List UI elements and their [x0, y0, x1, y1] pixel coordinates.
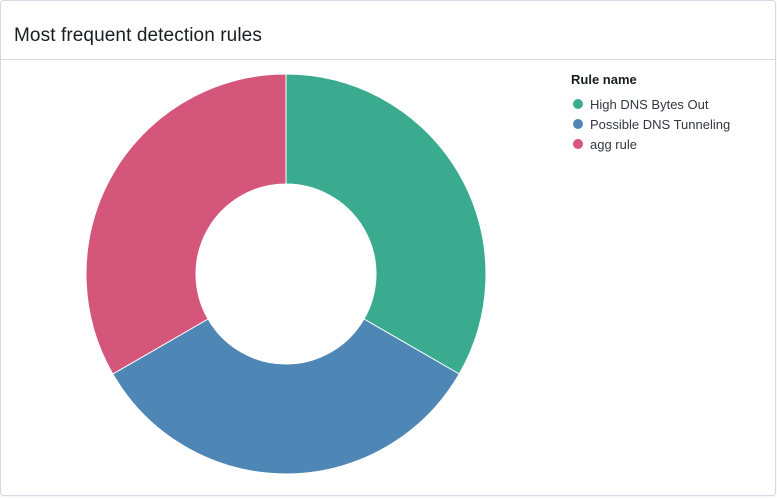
- donut-chart: [85, 73, 487, 475]
- legend-swatch-icon: [573, 99, 583, 109]
- donut-slice-agg-rule[interactable]: [85, 73, 287, 375]
- chart-legend: Rule name High DNS Bytes Out Possible DNS…: [571, 72, 730, 154]
- legend-swatch-icon: [573, 139, 583, 149]
- panel-header: Most frequent detection rules: [1, 1, 775, 60]
- legend-swatch-icon: [573, 119, 583, 129]
- donut-slice-high-dns-bytes-out[interactable]: [285, 73, 487, 375]
- legend-label: agg rule: [590, 136, 637, 152]
- donut-slice-possible-dns-tunneling[interactable]: [112, 318, 460, 475]
- panel-title: Most frequent detection rules: [14, 25, 262, 46]
- legend-title: Rule name: [571, 72, 637, 87]
- legend-item-high-dns-bytes-out[interactable]: High DNS Bytes Out: [571, 94, 730, 114]
- legend-item-agg-rule[interactable]: agg rule: [571, 134, 730, 154]
- legend-label: High DNS Bytes Out: [590, 96, 709, 112]
- legend-label: Possible DNS Tunneling: [590, 116, 731, 132]
- legend-items: High DNS Bytes Out Possible DNS Tunneling…: [571, 94, 730, 154]
- legend-item-possible-dns-tunneling[interactable]: Possible DNS Tunneling: [571, 114, 730, 134]
